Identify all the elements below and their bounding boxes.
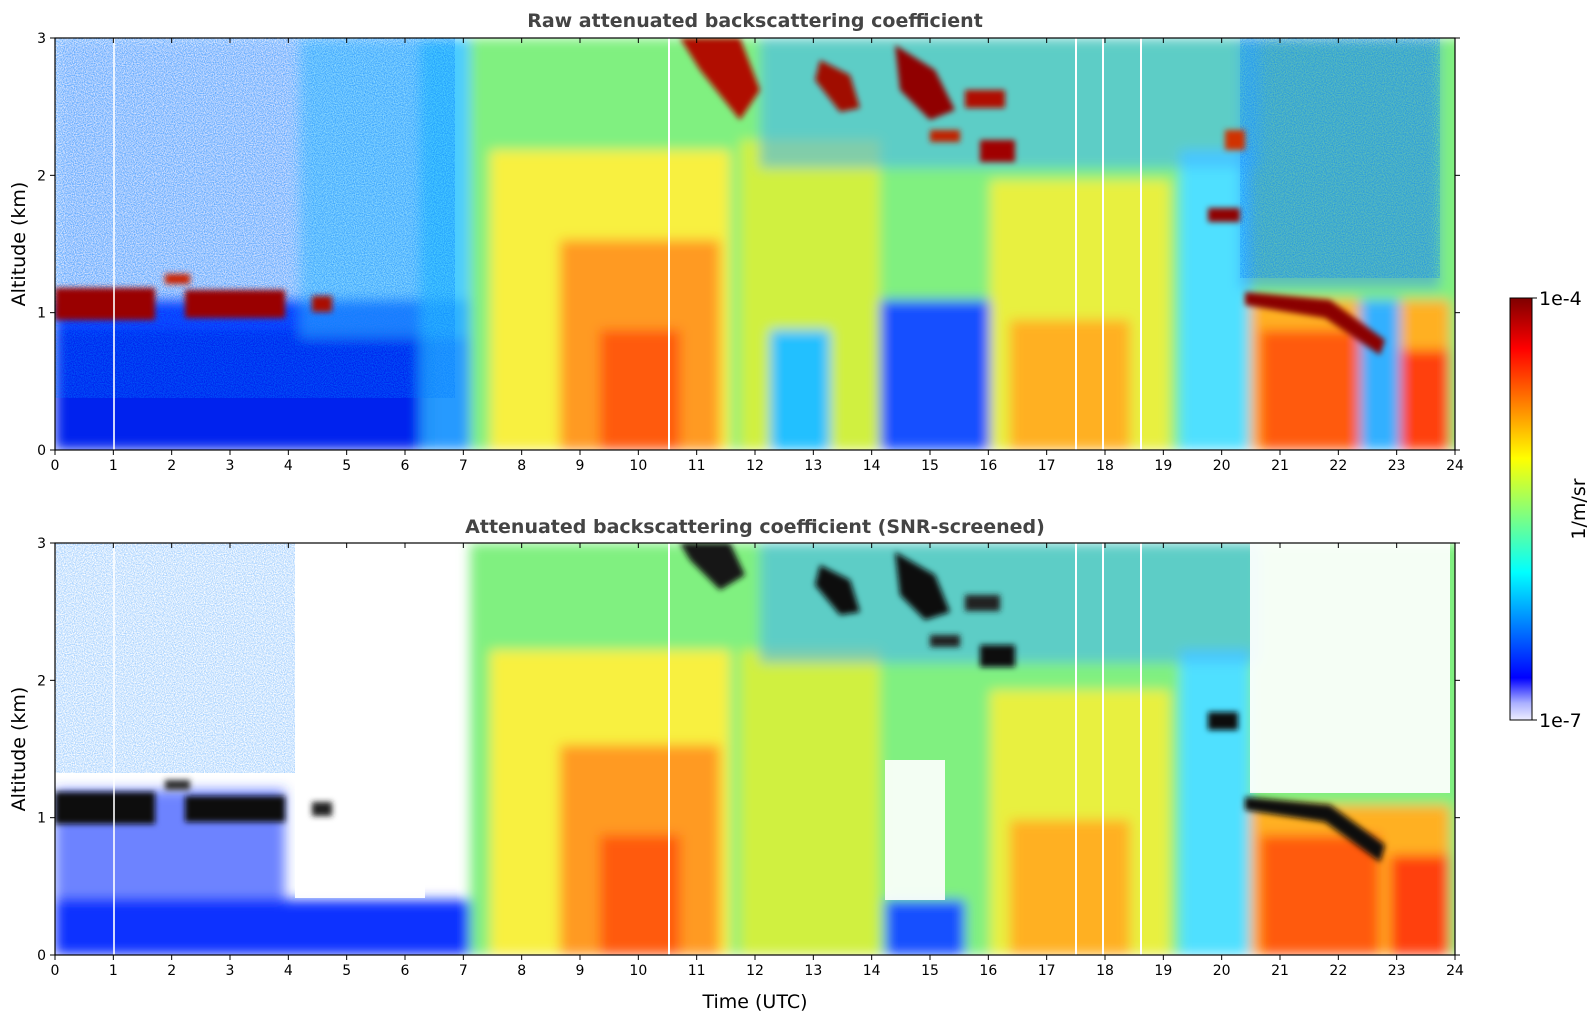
x-tick-label: 13 — [804, 458, 822, 474]
x-tick-label: 4 — [284, 458, 293, 474]
x-tick-label: 3 — [226, 963, 235, 979]
panel-screened-heatmap — [55, 543, 1455, 955]
x-tick-label: 16 — [979, 458, 997, 474]
panel-raw: Raw attenuated backscattering coefficien… — [8, 10, 1464, 474]
panel-screened-xlabel: Time (UTC) — [701, 991, 807, 1013]
x-tick-label: 11 — [688, 963, 706, 979]
x-tick-label: 5 — [342, 963, 351, 979]
panel-raw-title: Raw attenuated backscattering coefficien… — [527, 10, 983, 32]
x-tick-label: 7 — [459, 458, 468, 474]
y-tick-label: 3 — [37, 536, 46, 552]
x-tick-label: 14 — [863, 458, 881, 474]
panel-raw-heatmap — [55, 38, 1455, 450]
x-tick-label: 24 — [1446, 458, 1464, 474]
x-tick-label: 8 — [517, 458, 526, 474]
x-tick-label: 15 — [921, 458, 939, 474]
x-tick-label: 13 — [804, 963, 822, 979]
y-tick-label: 1 — [37, 306, 46, 322]
x-tick-label: 10 — [629, 458, 647, 474]
x-tick-label: 16 — [979, 963, 997, 979]
x-tick-label: 7 — [459, 963, 468, 979]
x-tick-label: 21 — [1271, 458, 1289, 474]
x-tick-label: 24 — [1446, 963, 1464, 979]
x-tick-label: 0 — [51, 963, 60, 979]
y-tick-label: 0 — [37, 948, 46, 964]
x-tick-label: 5 — [342, 458, 351, 474]
x-tick-label: 18 — [1096, 963, 1114, 979]
x-tick-label: 4 — [284, 963, 293, 979]
x-tick-label: 22 — [1329, 458, 1347, 474]
x-tick-label: 19 — [1154, 963, 1172, 979]
colorbar-label: 1/m/sr — [1568, 478, 1590, 539]
x-tick-label: 14 — [863, 963, 881, 979]
x-tick-label: 12 — [746, 458, 764, 474]
y-tick-label: 0 — [37, 443, 46, 459]
colorbar-min-label: 1e-7 — [1539, 710, 1582, 732]
x-tick-label: 22 — [1329, 963, 1347, 979]
x-tick-label: 18 — [1096, 458, 1114, 474]
x-tick-label: 2 — [167, 963, 176, 979]
panel-screened-axes: 0 1 2 3 4 5 6 7 8 9 10 11 12 13 14 15 16 17 18 19 20 21 22 23 24… — [37, 536, 1464, 979]
x-tick-label: 20 — [1213, 458, 1231, 474]
x-tick-label: 20 — [1213, 963, 1231, 979]
x-tick-label: 15 — [921, 963, 939, 979]
panel-raw-ylabel: Altitude (km) — [8, 182, 30, 307]
colorbar: 1e-4 1e-7 1/m/sr — [1509, 288, 1590, 732]
x-tick-label: 1 — [109, 458, 118, 474]
y-tick-label: 1 — [37, 811, 46, 827]
x-tick-label: 23 — [1388, 458, 1406, 474]
x-tick-label: 3 — [226, 458, 235, 474]
x-tick-label: 12 — [746, 963, 764, 979]
x-tick-label: 19 — [1154, 458, 1172, 474]
x-tick-label: 17 — [1038, 458, 1056, 474]
x-tick-label: 10 — [629, 963, 647, 979]
panel-screened: Attenuated backscattering coefficient (S… — [8, 516, 1464, 1013]
y-tick-label: 2 — [37, 168, 46, 184]
x-tick-label: 2 — [167, 458, 176, 474]
colorbar-gradient — [1509, 297, 1533, 721]
x-tick-label: 8 — [517, 963, 526, 979]
x-tick-label: 17 — [1038, 963, 1056, 979]
x-tick-label: 6 — [401, 458, 410, 474]
x-tick-label: 0 — [51, 458, 60, 474]
x-tick-label: 1 — [109, 963, 118, 979]
x-tick-label: 23 — [1388, 963, 1406, 979]
x-tick-label: 9 — [576, 963, 585, 979]
panel-screened-title: Attenuated backscattering coefficient (S… — [465, 516, 1045, 538]
colorbar-max-label: 1e-4 — [1539, 288, 1582, 310]
x-tick-label: 9 — [576, 458, 585, 474]
panel-screened-ylabel: Altitude (km) — [8, 687, 30, 812]
x-tick-label: 21 — [1271, 963, 1289, 979]
y-tick-label: 2 — [37, 673, 46, 689]
y-tick-label: 3 — [37, 31, 46, 47]
x-tick-label: 11 — [688, 458, 706, 474]
panel-raw-axes: 0 1 2 3 4 5 6 7 8 9 10 11 12 13 14 15 16 17 18 19 20 21 22 23 24… — [37, 31, 1464, 474]
x-tick-label: 6 — [401, 963, 410, 979]
